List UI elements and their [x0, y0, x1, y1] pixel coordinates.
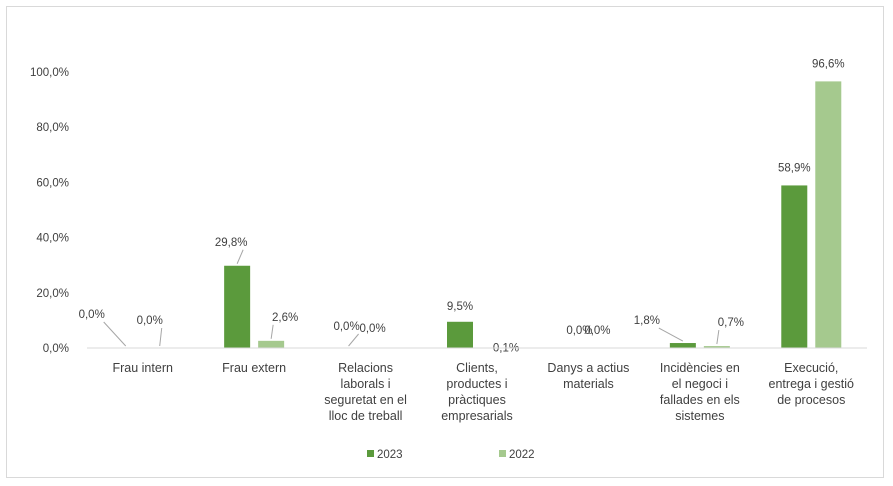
- category-label: Danys a actius materials: [547, 361, 629, 391]
- category-label-line: Incidències en: [660, 361, 740, 375]
- category-label: Frau intern: [112, 361, 172, 375]
- chart-frame: 0,0% 20,0% 40,0% 60,0% 80,0% 100,0% 0,0% 0,0% 2…: [6, 6, 884, 478]
- category-label-line: fallades en els: [660, 393, 740, 407]
- bars: [224, 81, 842, 348]
- category-label: Incidències en el negoci i fallades en els…: [660, 361, 740, 423]
- y-tick-label: 40,0%: [36, 233, 69, 245]
- data-label: 0,0%: [566, 325, 592, 337]
- category-label-line: Relacions: [338, 361, 393, 375]
- data-label: 0,0%: [333, 321, 359, 333]
- legend-label: 2022: [509, 449, 535, 461]
- bar-2023: [781, 185, 808, 348]
- leader-line: [348, 333, 359, 347]
- label-leader-lines: [103, 249, 720, 347]
- category-label-line: lloc de treball: [329, 409, 403, 423]
- y-tick-label: 60,0%: [36, 177, 69, 189]
- data-label: 0,1%: [493, 343, 519, 355]
- category-label-line: Danys a actius: [547, 361, 629, 375]
- category-label-line: Clients,: [456, 361, 498, 375]
- legend-label: 2023: [377, 449, 403, 461]
- legend-swatch-2023: [367, 450, 374, 457]
- data-labels: 0,0% 0,0%29,8%2,6%0,0% 0,0%9,5%0,1%0,0%0,0…: [79, 58, 845, 354]
- leader-line: [270, 324, 274, 339]
- bar-chart: 0,0%20,0%40,0%60,0%80,0%100,0% 0,0% 0,0%2…: [30, 58, 867, 461]
- category-label-line: Frau intern: [112, 361, 172, 375]
- bar-2023: [224, 265, 251, 348]
- category-label-line: pràctiques: [448, 393, 506, 407]
- category-label: Execució, entrega i gestió de procesos: [769, 361, 855, 407]
- category-label-line: Execució,: [784, 361, 838, 375]
- leader-line: [658, 327, 684, 342]
- category-label: Frau extern: [222, 361, 286, 375]
- category-label-line: materials: [563, 377, 614, 391]
- data-label: 0,0%: [584, 325, 610, 337]
- y-tick-label: 100,0%: [30, 67, 69, 79]
- data-label: 0,0%: [137, 315, 163, 327]
- leader-line: [159, 327, 163, 347]
- y-tick-label: 20,0%: [36, 288, 69, 300]
- data-label: 2,6%: [272, 312, 298, 324]
- category-label-line: empresarials: [441, 409, 513, 423]
- x-axis-categories: Frau intern Frau extern Relacions laborals …: [112, 361, 854, 423]
- data-label: 0,0%: [79, 309, 105, 321]
- data-label: 96,6%: [812, 58, 845, 70]
- data-label: 29,8%: [215, 237, 248, 249]
- leader-line: [236, 249, 244, 264]
- y-tick-label: 0,0%: [43, 343, 69, 355]
- category-label-line: entrega i gestió: [769, 377, 855, 391]
- bar-2023: [447, 321, 473, 348]
- category-label-line: el negoci i: [672, 377, 728, 391]
- category-label-line: de procesos: [777, 393, 845, 407]
- category-label-line: Frau extern: [222, 361, 286, 375]
- data-label: 58,9%: [778, 162, 811, 174]
- data-label: 1,8%: [634, 315, 660, 327]
- data-label: 0,7%: [718, 317, 744, 329]
- leader-line: [103, 321, 127, 347]
- legend-swatch-2022: [499, 450, 506, 457]
- category-label: Clients, productes i pràctiques empresarial…: [441, 361, 513, 423]
- category-label-line: seguretat en el: [324, 393, 407, 407]
- bar-2022: [258, 340, 285, 348]
- leader-line: [716, 329, 720, 345]
- category-label-line: sistemes: [675, 409, 724, 423]
- category-label-line: laborals i: [341, 377, 391, 391]
- bar-2022: [703, 346, 730, 348]
- bar-2023: [669, 343, 696, 348]
- data-label: 0,0%: [359, 323, 385, 335]
- bar-2022: [815, 81, 842, 348]
- category-label: Relacions laborals i seguretat en el lloc d…: [324, 361, 407, 423]
- data-label: 9,5%: [447, 301, 473, 313]
- category-label-line: productes i: [446, 377, 507, 391]
- y-axis: 0,0% 20,0% 40,0% 60,0% 80,0% 100,0%: [30, 67, 69, 355]
- legend: 2023 2022: [367, 449, 535, 461]
- y-tick-label: 80,0%: [36, 122, 69, 134]
